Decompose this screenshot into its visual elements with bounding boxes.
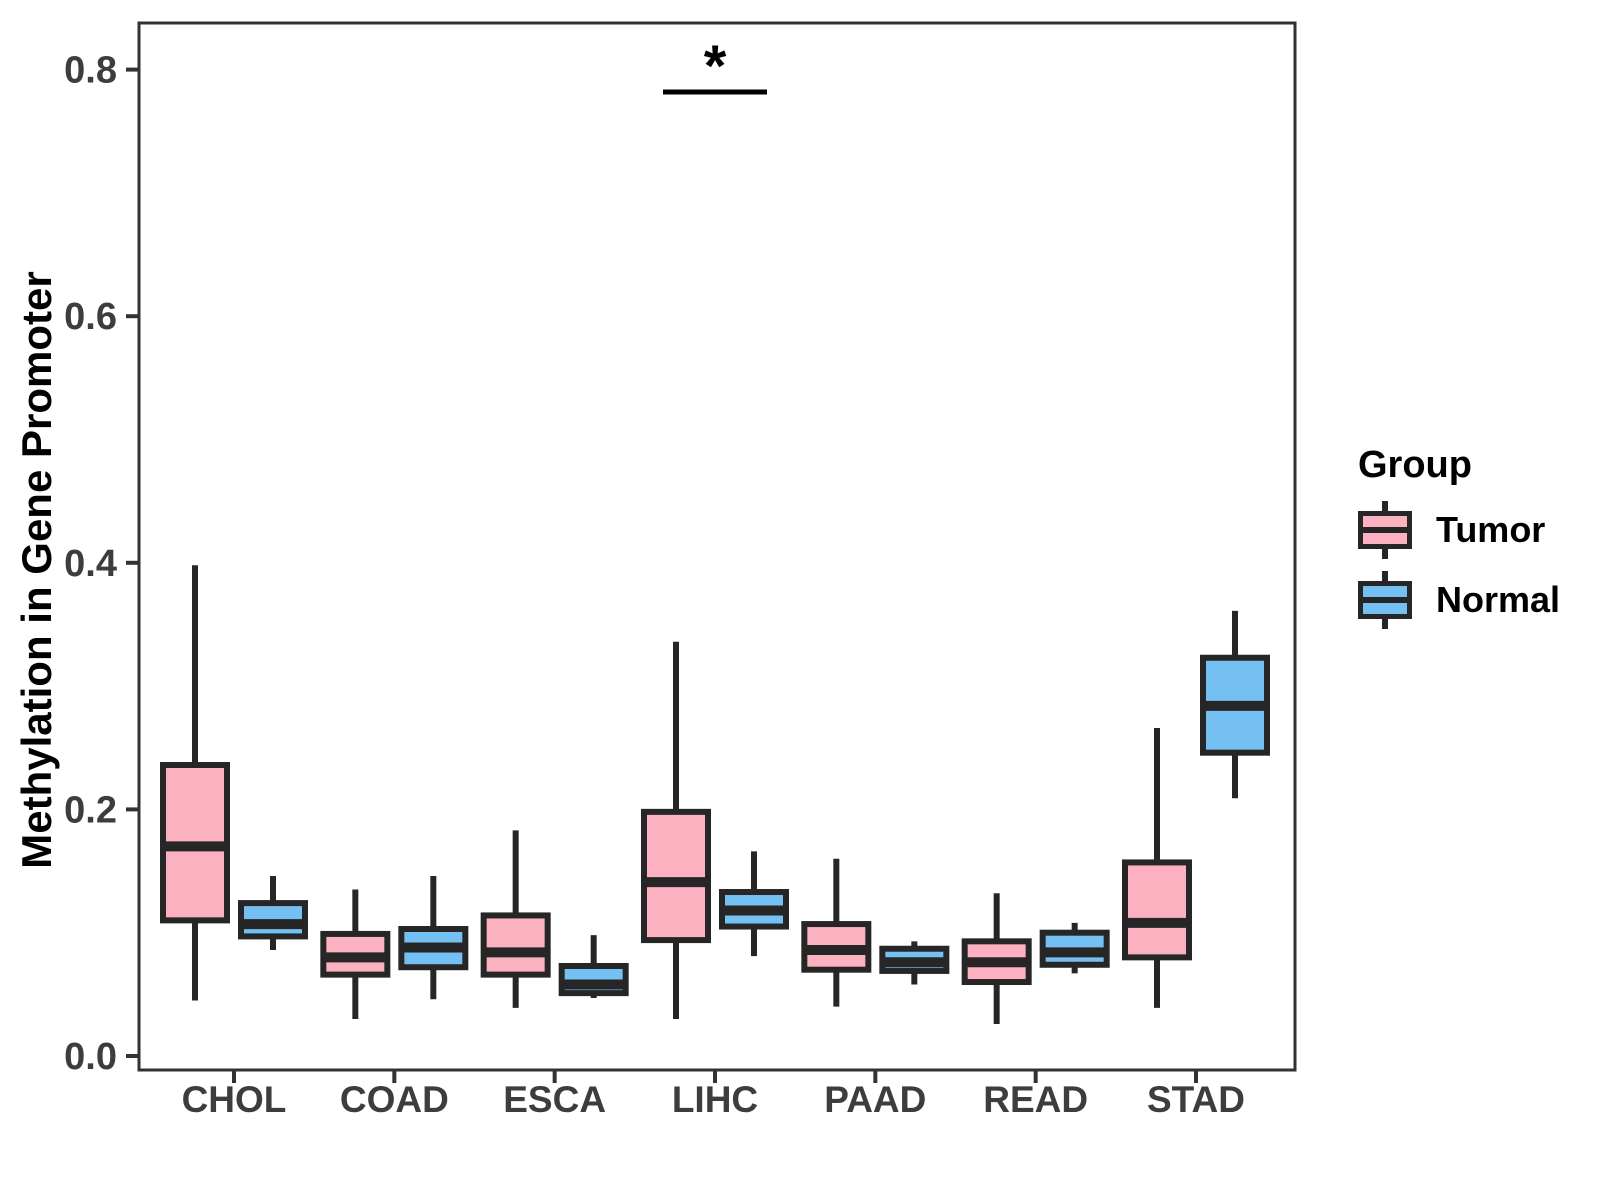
- x-axis-label-STAD: STAD: [1147, 1079, 1245, 1120]
- legend-item-tumor: Tumor: [1358, 501, 1560, 559]
- plot-panel-border: [137, 21, 1297, 1072]
- x-axis-label-READ: READ: [983, 1079, 1088, 1120]
- y-tick-label-0.4: 0.4: [64, 543, 117, 585]
- legend-item-normal: Normal: [1358, 571, 1560, 629]
- legend-label-normal: Normal: [1436, 579, 1561, 620]
- y-tick-label-0.8: 0.8: [64, 50, 117, 92]
- box-lihc-tumor: [640, 808, 711, 944]
- y-axis-title: Methylation in Gene Promoter: [13, 271, 60, 869]
- legend: Group Tumor Normal: [1358, 444, 1560, 629]
- legend-title: Group: [1358, 444, 1472, 486]
- y-tick-label-0.0: 0.0: [64, 1036, 117, 1078]
- box-esca-tumor: [480, 912, 551, 978]
- x-axis-label-LIHC: LIHC: [672, 1079, 758, 1120]
- swatch-median: [1363, 597, 1407, 603]
- box-stad-tumor: [1121, 859, 1192, 961]
- x-axis-label-COAD: COAD: [340, 1079, 449, 1120]
- y-tick-label-0.2: 0.2: [64, 789, 117, 831]
- significance-star: *: [704, 34, 727, 99]
- x-axis-label-ESCA: ESCA: [503, 1079, 606, 1120]
- tumor-boxplot-swatch-icon: [1358, 501, 1412, 559]
- swatch-median: [1363, 527, 1407, 533]
- x-axis-label-CHOL: CHOL: [182, 1079, 287, 1120]
- y-tick-label-0.6: 0.6: [64, 296, 117, 338]
- normal-boxplot-swatch-icon: [1358, 571, 1412, 629]
- x-axis-label-PAAD: PAAD: [824, 1079, 926, 1120]
- legend-label-tumor: Tumor: [1436, 509, 1546, 550]
